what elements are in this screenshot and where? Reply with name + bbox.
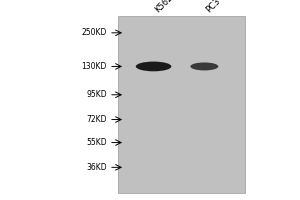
- Text: 55KD: 55KD: [86, 138, 107, 147]
- Text: 250KD: 250KD: [82, 28, 107, 37]
- Ellipse shape: [190, 62, 218, 70]
- Text: 72KD: 72KD: [86, 115, 107, 124]
- Text: 95KD: 95KD: [86, 90, 107, 99]
- Text: K562: K562: [154, 0, 175, 14]
- Bar: [118, 16, 245, 193]
- Ellipse shape: [136, 62, 171, 71]
- Text: PC3: PC3: [204, 0, 222, 14]
- Text: 36KD: 36KD: [86, 163, 107, 172]
- Text: 130KD: 130KD: [82, 62, 107, 71]
